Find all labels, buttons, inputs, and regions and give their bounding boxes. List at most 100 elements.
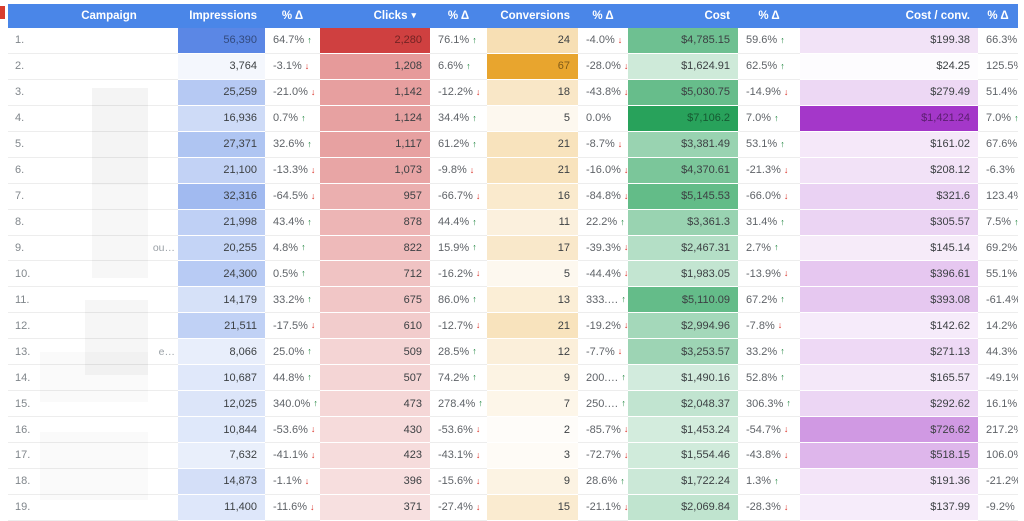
cost-cell: $3,361.3 [628, 209, 738, 235]
conversions-delta-cell: 28.6%↑ [578, 468, 628, 494]
arrow-down-icon: ↓ [305, 476, 310, 486]
delta-value: -28.0% [586, 60, 621, 72]
table-row: 6.21,100-13.3%↓1,073-9.8%↓21-16.0%↓$4,37… [8, 157, 1018, 183]
conversions-delta-cell: 22.2%↑ [578, 209, 628, 235]
col-header-impressions[interactable]: Impressions [178, 4, 265, 28]
col-header-cost-delta[interactable]: % Δ [738, 4, 800, 28]
arrow-down-icon: ↓ [476, 502, 481, 512]
conversions-cell: 7 [487, 391, 578, 417]
impressions-delta-cell: -1.1%↓ [265, 468, 320, 494]
index-cell: 19. [8, 494, 40, 520]
arrow-down-icon: ↓ [784, 87, 789, 97]
arrow-up-icon: ↑ [472, 346, 477, 356]
delta-value: -15.6% [438, 475, 473, 487]
cost-per-conv-cell: $161.02 [800, 131, 978, 157]
col-header-label: % Δ [448, 10, 469, 22]
cost-cell: $3,381.49 [628, 131, 738, 157]
impressions-delta-cell: -21.0%↓ [265, 79, 320, 105]
delta-value: -44.4% [586, 268, 621, 280]
conversions-delta-cell: 0.0% [578, 105, 628, 131]
conversions-delta-cell: -85.7%↓ [578, 417, 628, 443]
cost-per-conv-cell: $271.13 [800, 339, 978, 365]
campaign-cell [40, 53, 178, 79]
delta-value: 86.0% [438, 294, 469, 306]
col-header-conversions-delta[interactable]: % Δ [578, 4, 628, 28]
impressions-cell: 14,179 [178, 287, 265, 313]
cost-per-conv-delta-cell: 7.0%↑ [978, 105, 1018, 131]
arrow-up-icon: ↑ [620, 476, 625, 486]
arrow-down-icon: ↓ [624, 61, 628, 71]
clicks-cell: 1,124 [320, 105, 430, 131]
impressions-cell: 10,844 [178, 417, 265, 443]
arrow-up-icon: ↑ [621, 398, 626, 408]
col-header-impressions-delta[interactable]: % Δ [265, 4, 320, 28]
arrow-down-icon: ↓ [311, 450, 316, 460]
delta-value: -9.8% [438, 164, 467, 176]
impressions-cell: 16,936 [178, 105, 265, 131]
col-header-cost-per-conv[interactable]: Cost / conv. [800, 4, 978, 28]
cost-cell: $1,554.46 [628, 443, 738, 469]
campaign-cell [40, 494, 178, 520]
col-header-label: % Δ [592, 10, 613, 22]
arrow-down-icon: ↓ [476, 191, 481, 201]
arrow-down-icon: ↓ [476, 87, 481, 97]
conversions-delta-cell: -44.4%↓ [578, 261, 628, 287]
delta-value: 1.3% [746, 475, 771, 487]
cost-per-conv-cell: $292.62 [800, 391, 978, 417]
cost-cell: $1,624.91 [628, 53, 738, 79]
cost-delta-cell: -21.3%↓ [738, 157, 800, 183]
index-cell: 13. [8, 339, 40, 365]
arrow-down-icon: ↓ [784, 268, 789, 278]
delta-value: -43.1% [438, 449, 473, 461]
arrow-down-icon: ↓ [476, 320, 481, 330]
impressions-delta-cell: 44.8%↑ [265, 365, 320, 391]
col-header-campaign[interactable]: Campaign [40, 4, 178, 28]
col-header-index[interactable] [8, 4, 40, 28]
campaign-cell [40, 28, 178, 53]
delta-value: 55.1% [986, 268, 1017, 280]
delta-value: 66.3% [986, 34, 1017, 46]
impressions-delta-cell: -41.1%↓ [265, 443, 320, 469]
arrow-down-icon: ↓ [624, 242, 628, 252]
impressions-cell: 8,066 [178, 339, 265, 365]
arrow-down-icon: ↓ [624, 165, 628, 175]
index-cell: 16. [8, 417, 40, 443]
col-header-cost[interactable]: Cost [628, 4, 738, 28]
cost-delta-cell: 1.3%↑ [738, 468, 800, 494]
conversions-delta-cell: -21.1%↓ [578, 494, 628, 520]
arrow-down-icon: ↓ [310, 502, 315, 512]
arrow-up-icon: ↑ [466, 61, 471, 71]
col-header-label: Campaign [81, 10, 137, 22]
col-header-conversions[interactable]: Conversions [487, 4, 578, 28]
impressions-delta-cell: 0.5%↑ [265, 261, 320, 287]
col-header-cost-per-conv-delta[interactable]: % Δ [978, 4, 1018, 28]
cost-per-conv-cell: $208.12 [800, 157, 978, 183]
arrow-up-icon: ↑ [301, 113, 306, 123]
conversions-cell: 9 [487, 468, 578, 494]
delta-value: 106.0% [986, 449, 1018, 461]
impressions-cell: 21,511 [178, 313, 265, 339]
arrow-down-icon: ↓ [476, 450, 481, 460]
cost-delta-cell: -14.9%↓ [738, 79, 800, 105]
cost-per-conv-cell: $279.49 [800, 79, 978, 105]
conversions-cell: 9 [487, 365, 578, 391]
impressions-delta-cell: 43.4%↑ [265, 209, 320, 235]
col-header-clicks-delta[interactable]: % Δ [430, 4, 487, 28]
arrow-down-icon: ↓ [618, 139, 623, 149]
campaign-cell [40, 131, 178, 157]
cost-per-conv-cell: $305.57 [800, 209, 978, 235]
clicks-cell: 610 [320, 313, 430, 339]
conversions-cell: 21 [487, 131, 578, 157]
cost-per-conv-delta-cell: 16.1%↑ [978, 391, 1018, 417]
delta-value: -66.7% [438, 190, 473, 202]
delta-value: -85.7% [586, 424, 621, 436]
col-header-clicks[interactable]: Clicks▾ [320, 4, 430, 28]
campaign-cell [40, 261, 178, 287]
campaign-cell [40, 183, 178, 209]
delta-value: 278.4% [438, 398, 475, 410]
delta-value: -21.2% [986, 475, 1018, 487]
index-cell: 6. [8, 157, 40, 183]
delta-value: 51.4% [986, 86, 1017, 98]
